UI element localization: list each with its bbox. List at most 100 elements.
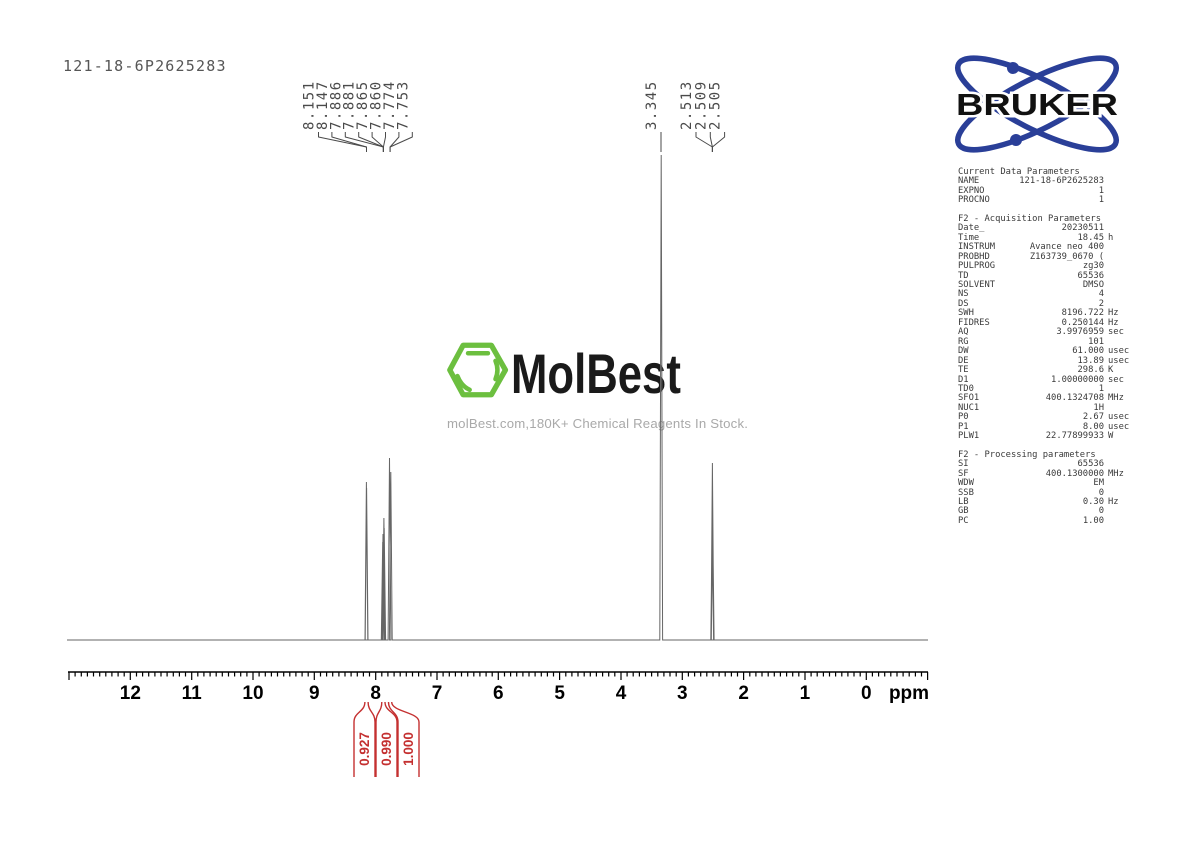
- bruker-orbit-dot: [1010, 134, 1022, 146]
- peak-label-connector: [331, 132, 367, 152]
- parameter-row: PULPROG zg30: [958, 261, 1136, 272]
- parameter-row: SWH 8196.722 Hz: [958, 308, 1136, 319]
- molbest-tagline: molBest.com,180K+ Chemical Reagents In S…: [447, 416, 749, 431]
- axis-tick-label: 7: [432, 683, 443, 704]
- parameter-row: TD0 1: [958, 383, 1136, 394]
- integral-value-label: 1.000: [401, 732, 416, 766]
- parameter-unit: usec: [1108, 421, 1130, 432]
- parameter-key: RG: [958, 336, 969, 347]
- parameter-row: Time 18.45 h: [958, 232, 1136, 243]
- parameter-key: Date_: [958, 223, 985, 234]
- bruker-logo: BRUKER: [954, 55, 1121, 153]
- parameter-unit: K: [1108, 365, 1114, 376]
- parameter-unit: [1104, 272, 1136, 281]
- parameter-section-header: F2 - Acquisition Parameters: [958, 213, 1101, 224]
- peak-label-connector: [371, 132, 384, 152]
- peak-label: 7.886: [328, 80, 344, 130]
- parameter-row: NS 4: [958, 289, 1136, 300]
- parameter-unit: [1104, 290, 1136, 299]
- parameter-unit: [1104, 281, 1136, 290]
- parameter-row: SOLVENT DMSO: [958, 279, 1136, 290]
- parameter-key: DW: [958, 346, 969, 357]
- peak-label-connector: [695, 132, 713, 152]
- parameter-row: TE 298.6 K: [958, 365, 1136, 376]
- parameter-unit: [1104, 517, 1136, 526]
- parameter-value: 18.45: [1077, 232, 1104, 243]
- parameter-unit: Hz: [1108, 308, 1119, 319]
- parameter-key: SF: [958, 468, 969, 479]
- axis-tick-label: 12: [120, 683, 141, 704]
- parameter-row: Date_ 20230511: [958, 223, 1136, 234]
- axis-tick-label: 5: [554, 683, 565, 704]
- parameter-value: 101: [1088, 336, 1104, 347]
- parameter-row: INSTRUM Avance neo 400: [958, 242, 1136, 252]
- peak-label: 2.513: [679, 80, 695, 130]
- parameter-row: GB 0: [958, 506, 1136, 517]
- parameter-section-header: F2 - Processing parameters: [958, 449, 1096, 460]
- parameter-value: 4: [1098, 289, 1104, 300]
- sample-id-label: 121-18-6P2625283: [63, 57, 227, 75]
- parameter-unit: W: [1108, 431, 1114, 442]
- parameter-unit: Hz: [1108, 317, 1119, 328]
- parameter-value: 121-18-6P2625283: [1019, 176, 1104, 187]
- parameter-value: DMSO: [1082, 279, 1104, 290]
- peak-label: 7.774: [382, 80, 398, 130]
- parameter-key: FIDRES: [958, 317, 990, 328]
- axis-tick-label: 9: [309, 683, 320, 704]
- parameter-value: 65536: [1077, 459, 1104, 470]
- parameter-unit: usec: [1108, 412, 1130, 423]
- parameter-row: SFO1 400.1324708 MHz: [958, 393, 1136, 403]
- parameter-value: 0.30: [1082, 496, 1104, 507]
- parameter-unit: [1104, 187, 1136, 196]
- parameter-key: Time: [958, 232, 980, 243]
- parameter-row: NAME 121-18-6P2625283: [958, 176, 1136, 187]
- parameter-value: 22.77899933: [1045, 431, 1104, 442]
- parameter-key: NUC1: [958, 402, 980, 413]
- parameter-section: F2 - Acquisition Parameters Date_ 20230511…: [958, 213, 1136, 442]
- parameter-row: DE 13.89 usec: [958, 355, 1136, 366]
- parameter-unit: sec: [1108, 374, 1124, 385]
- parameter-row: SF 400.1300000 MHz: [958, 468, 1136, 479]
- parameter-key: PROCNO: [958, 195, 990, 206]
- parameter-value: 298.6: [1077, 365, 1104, 376]
- parameter-row: D1 1.00000000 sec: [958, 374, 1136, 385]
- parameter-value: 1: [1098, 195, 1104, 206]
- peak-label: 3.345: [644, 80, 660, 130]
- molbest-watermark: MolBest molBest.com,180K+ Chemical Reage…: [447, 338, 748, 431]
- parameter-key: TE: [958, 365, 969, 376]
- axis-tick-label: 11: [182, 683, 203, 704]
- peak-label: 7.860: [369, 80, 385, 130]
- peak-label-connector: [711, 132, 726, 152]
- parameter-value: zg30: [1082, 261, 1104, 272]
- parameter-value: 20230511: [1061, 223, 1104, 234]
- parameter-key: GB: [958, 506, 969, 517]
- peak-label-connector: [358, 132, 384, 152]
- parameter-key: SWH: [958, 308, 974, 319]
- parameter-value: 0: [1098, 506, 1104, 517]
- parameter-row: P0 2.67 usec: [958, 412, 1136, 423]
- axis-tick-label: 1: [800, 683, 811, 704]
- parameter-row: LB 0.30 Hz: [958, 496, 1136, 507]
- parameter-value: 65536: [1077, 270, 1104, 281]
- parameter-value: 0.250144: [1061, 317, 1104, 328]
- parameter-key: AQ: [958, 327, 969, 338]
- parameter-row: WDW EM: [958, 478, 1136, 488]
- parameter-unit: [1104, 177, 1136, 186]
- parameter-key: P0: [958, 412, 969, 423]
- parameter-key: TD0: [958, 383, 974, 394]
- parameter-key: SOLVENT: [958, 279, 996, 290]
- axis-tick-label: 2: [738, 683, 749, 704]
- parameter-value: 1.00000000: [1051, 374, 1104, 385]
- parameter-row: PC 1.00: [958, 515, 1136, 526]
- parameter-row: DS 2: [958, 299, 1136, 309]
- parameter-row: EXPNO 1: [958, 186, 1136, 196]
- parameter-value: 1H: [1093, 402, 1104, 413]
- molbest-hexagon-icon: [447, 342, 509, 398]
- parameter-unit: Hz: [1108, 496, 1119, 507]
- parameter-unit: usec: [1108, 355, 1130, 366]
- parameter-value: 8.00: [1082, 421, 1104, 432]
- axis-tick-label: 0: [861, 683, 872, 704]
- axis-tick-label: 10: [242, 683, 263, 704]
- parameter-value: 1.00: [1082, 515, 1104, 526]
